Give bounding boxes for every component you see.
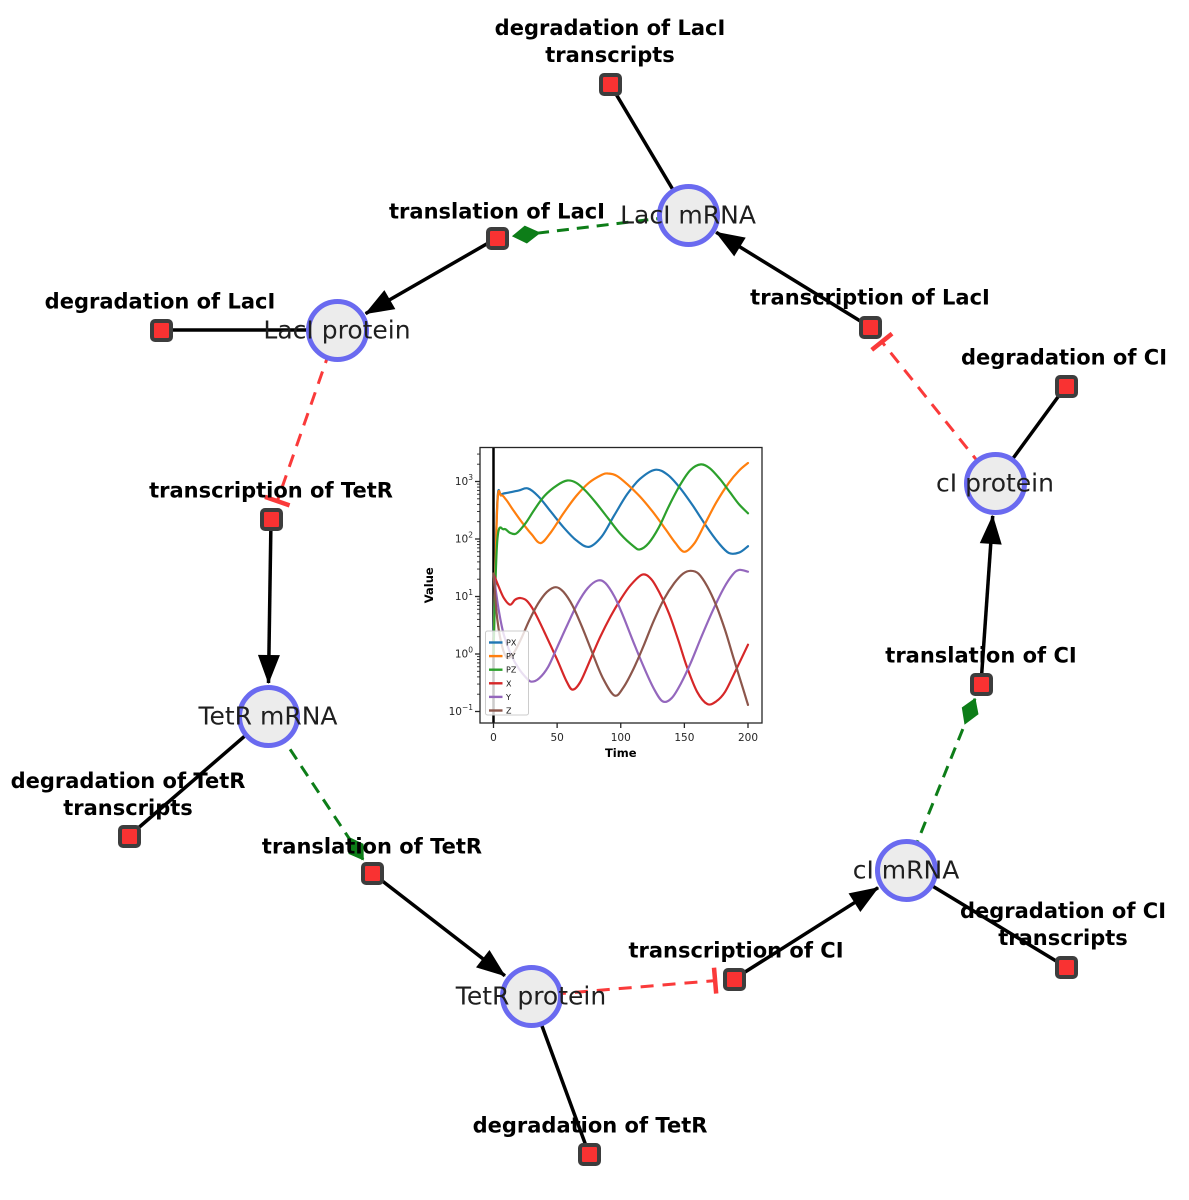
reaction-label-transcription-tetr: transcription of TetR <box>149 478 393 503</box>
reaction-node-translation-tetr[interactable] <box>360 861 384 885</box>
legend-entry-PY: PY <box>506 652 516 661</box>
legend-entry-Y: Y <box>505 693 511 702</box>
plot-legend: PX PY PZ XYZ <box>485 630 529 716</box>
species-label-tetr-mrna: TetR mRNA <box>198 701 338 731</box>
reaction-label-deg-ci: degradation of CI <box>960 345 1168 370</box>
curve-PZ <box>492 463 750 656</box>
x-tick-label: 150 <box>674 732 694 744</box>
species-node-ci-mrna[interactable] <box>874 838 938 902</box>
y-tick-label: 102 <box>455 531 473 546</box>
edge-product-transcription-ci-ci-mrna <box>733 886 880 981</box>
reaction-label-translation-tetr: translation of TetR <box>261 834 483 859</box>
reaction-label-transcription-ci: transcription of CI <box>628 938 844 963</box>
species-label-ci-protein: cI protein <box>936 468 1054 498</box>
legend-entry-PX: PX <box>506 639 517 648</box>
reaction-node-translation-laci[interactable] <box>485 226 509 250</box>
y-tick-label: 100 <box>455 646 473 661</box>
reaction-node-translation-ci[interactable] <box>969 672 993 696</box>
reaction-label-translation-laci: translation of LacI <box>389 199 605 224</box>
legend-entry-PZ: PZ <box>506 666 517 675</box>
reaction-label-transcription-laci: transcription of LacI <box>750 285 990 310</box>
species-node-laci-protein[interactable] <box>305 298 369 362</box>
legend-entry-X: X <box>506 679 512 688</box>
edge-product-transcription-tetr-tetr-mrna <box>257 518 280 684</box>
reaction-label-deg-tetr: degradation of TetR <box>472 1113 708 1138</box>
reaction-node-deg-ci[interactable] <box>1054 374 1078 398</box>
edge-product-translation-laci-laci-protein <box>364 236 498 316</box>
reaction-label-deg-laci: degradation of LacI <box>44 289 276 314</box>
reaction-node-deg-tetr[interactable] <box>577 1142 601 1166</box>
curve-X <box>492 572 750 706</box>
x-tick-label: 200 <box>738 732 758 744</box>
species-label-laci-protein: LacI protein <box>263 315 411 345</box>
species-node-ci-protein[interactable] <box>963 451 1027 515</box>
curve-PX <box>492 468 750 638</box>
reaction-node-deg-laci[interactable] <box>149 318 173 342</box>
species-label-ci-mrna: cI mRNA <box>852 855 960 885</box>
x-tick-label: 50 <box>550 732 563 744</box>
edge-product-translation-tetr-tetr-protein <box>370 871 506 978</box>
reaction-label-deg-ci-transcripts: degradation of CI transcripts <box>959 899 1167 950</box>
y-axis-label: Value <box>422 567 436 603</box>
reaction-label-deg-tetr-transcripts: degradation of TetR transcripts <box>10 769 246 820</box>
reaction-label-translation-ci: translation of CI <box>885 643 1077 668</box>
species-node-laci-mrna[interactable] <box>656 183 720 247</box>
reaction-node-deg-tetr-transcripts[interactable] <box>117 824 141 848</box>
species-node-tetr-protein[interactable] <box>499 964 563 1028</box>
x-axis-label: Time <box>605 746 637 760</box>
legend-entry-Z: Z <box>506 707 512 716</box>
reaction-node-transcription-tetr[interactable] <box>259 507 283 531</box>
species-node-tetr-mrna[interactable] <box>236 684 300 748</box>
species-label-laci-mrna: LacI mRNA <box>620 200 756 230</box>
edge-product-translation-ci-ci-protein <box>979 514 1002 685</box>
curve-PY <box>492 461 750 656</box>
species-label-tetr-protein: TetR protein <box>455 981 607 1011</box>
reaction-label-deg-laci-transcripts: degradation of LacI transcripts <box>494 16 726 67</box>
y-tick-label: 103 <box>455 473 473 488</box>
y-tick-label: 101 <box>455 588 473 603</box>
reaction-node-transcription-laci[interactable] <box>858 315 882 339</box>
x-tick-label: 100 <box>611 732 631 744</box>
edge-product-transcription-laci-laci-mrna <box>715 230 871 329</box>
x-tick-label: 0 <box>490 732 497 744</box>
reaction-node-deg-laci-transcripts[interactable] <box>598 72 622 96</box>
y-tick-label: 10−1 <box>449 703 474 718</box>
reaction-node-deg-ci-transcripts[interactable] <box>1054 955 1078 979</box>
curve-Z <box>492 569 750 706</box>
reaction-node-transcription-ci[interactable] <box>722 967 746 991</box>
